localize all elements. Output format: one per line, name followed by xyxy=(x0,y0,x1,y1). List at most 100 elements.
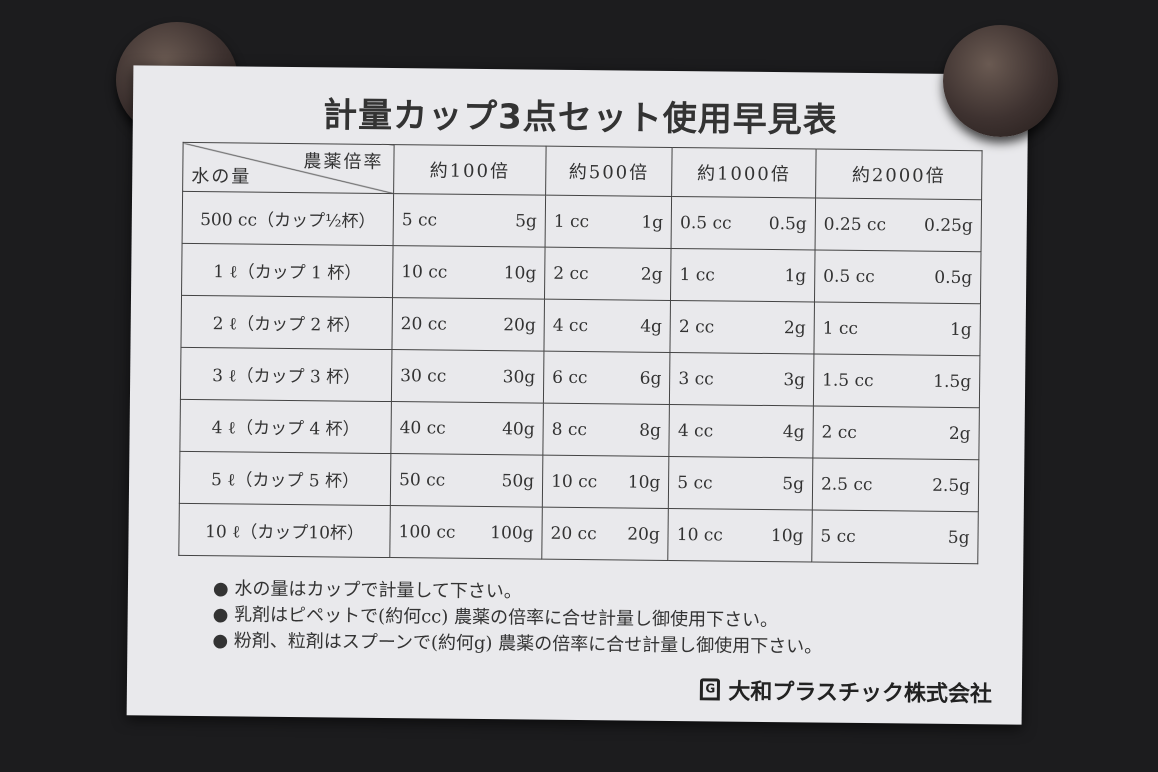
company-name: 大和プラスチック株式会社 xyxy=(728,679,993,708)
liquid-dose: 2 cc xyxy=(821,422,857,443)
dose-cell: 4 cc 4g xyxy=(543,299,671,353)
liquid-dose: 20 cc xyxy=(400,313,447,335)
water-amount: 500 cc（カップ½杯） xyxy=(182,191,394,246)
liquid-dose: 10 cc xyxy=(676,524,723,546)
dose-cell: 10 cc 10g xyxy=(392,245,546,300)
table-row: 3 ℓ（カップ 3 杯） 30 cc 30g 6 cc 6g 3 cc 3g 1.5 cc 1.… xyxy=(180,347,980,408)
dose-cell: 10 cc 10g xyxy=(668,508,813,562)
liquid-dose: 3 cc xyxy=(678,368,714,389)
liquid-dose: 1 cc xyxy=(679,264,715,285)
powder-dose: 5g xyxy=(782,473,805,494)
powder-dose: 3g xyxy=(783,369,806,390)
table-row: 500 cc（カップ½杯） 5 cc 5g 1 cc 1g 0.5 cc 0.5g 0.25 … xyxy=(182,191,982,252)
dose-cell: 3 cc 3g xyxy=(669,352,814,406)
powder-dose: 1g xyxy=(784,265,807,286)
dose-cell: 20 cc 20g xyxy=(541,507,669,561)
powder-dose: 50g xyxy=(501,470,535,492)
liquid-dose: 6 cc xyxy=(552,367,588,388)
liquid-dose: 5 cc xyxy=(401,209,438,231)
liquid-dose: 0.5 cc xyxy=(823,266,875,287)
magnet-right xyxy=(943,25,1058,137)
liquid-dose: 1 cc xyxy=(822,318,859,339)
water-amount: 1 ℓ（カップ 1 杯） xyxy=(181,243,394,298)
powder-dose: 1g xyxy=(641,212,664,233)
table-row: 10 ℓ（カップ10杯） 100 cc 100g 20 cc 20g 10 cc 10g 5 … xyxy=(178,503,979,564)
corner-header: 農薬倍率 水の量 xyxy=(182,142,395,194)
water-amount: 5 ℓ（カップ 5 杯） xyxy=(179,451,391,506)
dose-cell: 2 cc 2g xyxy=(544,247,672,301)
powder-dose: 0.5g xyxy=(934,267,973,288)
dose-cell: 5 cc 5g xyxy=(811,509,979,564)
dose-cell: 2 cc 2g xyxy=(812,405,980,460)
dose-cell: 6 cc 6g xyxy=(543,351,671,405)
liquid-dose: 50 cc xyxy=(398,469,446,491)
reference-sheet: 計量カップ3点セット使用早見表 農薬倍率 水の量 約100倍 約500倍 約1000… xyxy=(126,65,1029,725)
dose-cell: 8 cc 8g xyxy=(542,403,670,457)
powder-dose: 2.5g xyxy=(932,475,971,496)
liquid-dose: 4 cc xyxy=(677,420,714,441)
dose-cell: 1 cc 1g xyxy=(670,248,815,302)
powder-dose: 5g xyxy=(947,527,970,548)
dose-cell: 2 cc 2g xyxy=(670,300,815,354)
powder-dose: 2g xyxy=(948,423,971,444)
company-logo-icon: G xyxy=(700,678,721,701)
liquid-dose: 5 cc xyxy=(820,526,856,547)
water-amount: 10 ℓ（カップ10杯） xyxy=(178,503,391,558)
company-brand: G 大和プラスチック株式会社 xyxy=(700,673,992,708)
dose-cell: 0.5 cc 0.5g xyxy=(814,249,982,304)
table-row: 2 ℓ（カップ 2 杯） 20 cc 20g 4 cc 4g 2 cc 2g 1 cc 1g xyxy=(180,295,981,356)
column-header: 約500倍 xyxy=(545,146,673,197)
table-row: 5 ℓ（カップ 5 杯） 50 cc 50g 10 cc 10g 5 cc 5g 2.5 cc… xyxy=(179,451,979,512)
powder-dose: 0.25g xyxy=(923,215,973,236)
powder-dose: 1.5g xyxy=(933,371,972,392)
dose-cell: 5 cc 5g xyxy=(393,193,546,248)
corner-bottom-label: 水の量 xyxy=(191,165,252,188)
water-amount: 3 ℓ（カップ 3 杯） xyxy=(180,347,392,402)
powder-dose: 1g xyxy=(949,319,972,340)
liquid-dose: 10 cc xyxy=(551,471,598,492)
table-row: 4 ℓ（カップ 4 杯） 40 cc 40g 8 cc 8g 4 cc 4g 2 cc 2g xyxy=(179,399,980,460)
column-header: 約1000倍 xyxy=(671,147,817,198)
dilution-table: 農薬倍率 水の量 約100倍 約500倍 約1000倍 約2000倍 500 cc（カ… xyxy=(178,142,983,564)
powder-dose: 4g xyxy=(640,316,663,337)
dose-cell: 1.5 cc 1.5g xyxy=(813,353,980,408)
dose-cell: 20 cc 20g xyxy=(391,297,545,352)
dose-cell: 40 cc 40g xyxy=(390,401,544,456)
powder-dose: 2g xyxy=(783,317,806,338)
liquid-dose: 100 cc xyxy=(398,521,456,543)
dose-cell: 100 cc 100g xyxy=(389,505,543,560)
liquid-dose: 4 cc xyxy=(552,315,589,336)
table-row: 1 ℓ（カップ 1 杯） 10 cc 10g 2 cc 2g 1 cc 1g 0.5 cc 0.… xyxy=(181,243,982,304)
liquid-dose: 2 cc xyxy=(553,263,589,284)
dose-cell: 1 cc 1g xyxy=(813,301,981,356)
powder-dose: 4g xyxy=(782,421,805,442)
powder-dose: 2g xyxy=(640,264,663,285)
powder-dose: 100g xyxy=(490,522,534,544)
dose-cell: 30 cc 30g xyxy=(391,349,544,404)
dose-cell: 4 cc 4g xyxy=(669,404,814,458)
powder-dose: 8g xyxy=(639,420,662,441)
liquid-dose: 1 cc xyxy=(553,211,590,232)
powder-dose: 0.5g xyxy=(768,213,807,234)
powder-dose: 6g xyxy=(639,368,662,389)
dose-cell: 0.5 cc 0.5g xyxy=(671,196,816,250)
dose-cell: 1 cc 1g xyxy=(545,195,672,249)
dose-cell: 10 cc 10g xyxy=(542,455,670,509)
notes: 水の量はカップで計量して下さい。 乳剤はピペットで(約何cc) 農薬の倍率に合せ… xyxy=(212,576,823,660)
liquid-dose: 30 cc xyxy=(400,365,447,387)
powder-dose: 10g xyxy=(503,262,537,284)
dose-cell: 2.5 cc 2.5g xyxy=(812,457,979,512)
page-title: 計量カップ3点セット使用早見表 xyxy=(322,95,838,141)
liquid-dose: 0.25 cc xyxy=(823,214,887,235)
dose-cell: 0.25 cc 0.25g xyxy=(814,197,982,252)
liquid-dose: 5 cc xyxy=(677,472,713,493)
powder-dose: 10g xyxy=(627,472,661,493)
powder-dose: 10g xyxy=(770,525,804,546)
liquid-dose: 1.5 cc xyxy=(822,370,874,391)
powder-dose: 5g xyxy=(515,210,537,232)
liquid-dose: 40 cc xyxy=(399,417,446,439)
water-amount: 4 ℓ（カップ 4 杯） xyxy=(179,399,392,454)
note: 粉剤、粒剤はスプーンで(約何g) 農薬の倍率に合せ計量し御使用下さい。 xyxy=(212,628,823,660)
water-amount: 2 ℓ（カップ 2 杯） xyxy=(180,295,393,350)
liquid-dose: 8 cc xyxy=(551,419,588,440)
